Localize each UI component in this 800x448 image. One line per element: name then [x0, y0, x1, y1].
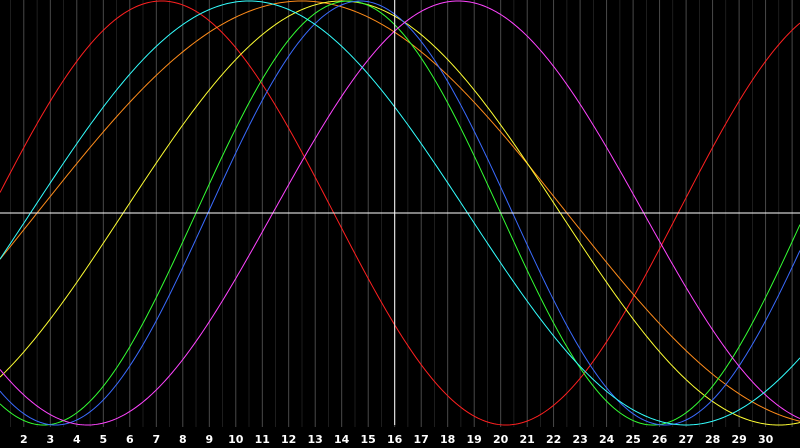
x-tick-label: 16 — [387, 433, 403, 446]
x-tick-label: 20 — [493, 433, 509, 446]
series-line — [0, 0, 800, 426]
x-tick-label: 15 — [361, 433, 376, 446]
x-tick-label: 29 — [731, 433, 746, 446]
x-tick-label: 26 — [652, 433, 668, 446]
x-tick-label: 8 — [179, 433, 187, 446]
x-tick-label: 2 — [20, 433, 28, 446]
x-tick-label: 25 — [625, 433, 640, 446]
series-line — [0, 0, 800, 426]
x-tick-label: 17 — [414, 433, 429, 446]
x-tick-label: 9 — [205, 433, 213, 446]
x-tick-label: 28 — [705, 433, 720, 446]
x-tick-label: 13 — [308, 433, 323, 446]
x-tick-label: 10 — [228, 433, 244, 446]
x-tick-label: 6 — [126, 433, 134, 446]
x-tick-label: 12 — [281, 433, 296, 446]
x-tick-label: 11 — [255, 433, 270, 446]
x-tick-label: 22 — [546, 433, 561, 446]
x-tick-label: 27 — [678, 433, 693, 446]
series-line — [0, 0, 800, 426]
x-tick-label: 19 — [467, 433, 482, 446]
series-layer — [0, 0, 800, 426]
x-tick-label: 23 — [572, 433, 587, 446]
x-tick-label: 18 — [440, 433, 455, 446]
x-tick-label: 14 — [334, 433, 350, 446]
axis-layer — [0, 0, 800, 425]
x-tick-labels: 2 3 4 5 6 7 8 9 10 11 12 13 14 15 16 17 18 19 20 21 22 23 24 25… — [20, 433, 774, 446]
x-tick-label: 3 — [46, 433, 54, 446]
x-tick-label: 5 — [99, 433, 107, 446]
series-line — [0, 0, 800, 426]
x-tick-label: 7 — [152, 433, 160, 446]
series-line — [0, 0, 800, 426]
x-tick-label: 24 — [599, 433, 615, 446]
series-line — [0, 0, 800, 422]
x-tick-label: 4 — [73, 433, 81, 446]
x-tick-label: 30 — [758, 433, 774, 446]
x-tick-label: 21 — [520, 433, 535, 446]
